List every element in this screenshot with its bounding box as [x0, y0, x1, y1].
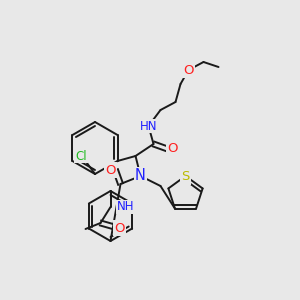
Text: HN: HN: [140, 119, 157, 133]
Text: N: N: [135, 169, 146, 184]
Text: Cl: Cl: [75, 149, 87, 163]
Text: O: O: [167, 142, 178, 155]
Text: O: O: [183, 64, 194, 76]
Text: S: S: [181, 170, 190, 184]
Text: O: O: [105, 164, 116, 176]
Text: O: O: [114, 221, 125, 235]
Text: NH: NH: [116, 200, 134, 214]
